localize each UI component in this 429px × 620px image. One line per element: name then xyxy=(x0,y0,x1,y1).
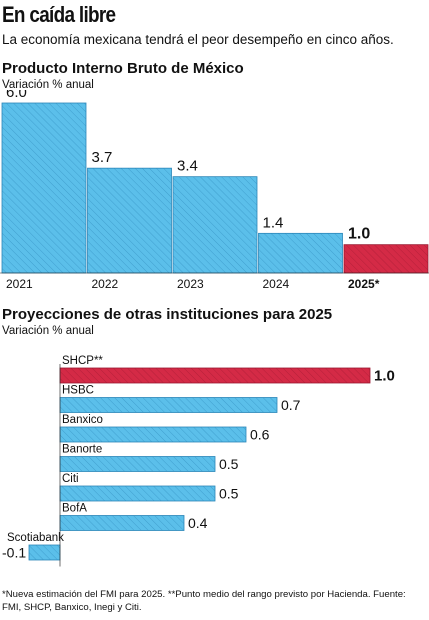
projection-value-label: 1.0 xyxy=(374,368,395,385)
gdp-category-label: 2024 xyxy=(263,277,290,290)
gdp-bar-2022 xyxy=(87,167,172,274)
projection-value-label: -0.1 xyxy=(2,545,26,561)
projection-bar-hsbc xyxy=(59,397,278,413)
footnote: *Nueva estimación del FMI para 2025. **P… xyxy=(2,589,406,613)
projection-value-label: 0.4 xyxy=(188,515,208,531)
page-subtitle: La economía mexicana tendrá el peor dese… xyxy=(2,32,394,47)
page-title: En caída libre xyxy=(2,2,116,27)
projections-chart-title: Proyecciones de otras instituciones para… xyxy=(2,306,333,323)
projections-bar-chart: SHCP** 1.0 HSBC 0.7 Banxico 0.6 Banorte 0.5 Citi… xyxy=(2,355,395,567)
projection-bar-bofa xyxy=(59,515,185,531)
projection-bar-banxico xyxy=(59,426,247,443)
projection-category-label: BofA xyxy=(62,503,87,515)
projection-bar-scotiabank xyxy=(28,544,61,561)
projection-category-label: Citi xyxy=(62,473,79,485)
gdp-bar-2025* xyxy=(343,244,429,274)
projection-bar-shcp xyxy=(59,367,371,384)
gdp-bar-2024 xyxy=(258,232,343,274)
gdp-bar-2023 xyxy=(172,176,258,274)
gdp-bar-2021 xyxy=(1,102,87,274)
projection-bar-citi xyxy=(59,485,216,502)
projection-value-label: 0.5 xyxy=(219,486,239,502)
projection-category-label: Banxico xyxy=(62,414,103,426)
projection-value-label: 0.7 xyxy=(281,397,301,413)
gdp-bar-chart: 6.0 2021 3.7 2022 3.4 2023 1.4 2024 1.0 2025* xyxy=(0,90,429,290)
gdp-category-label: 2021 xyxy=(6,277,33,290)
projection-bar-banorte xyxy=(59,456,216,472)
gdp-category-label: 2025* xyxy=(348,277,380,290)
projection-category-label: HSBC xyxy=(62,385,94,397)
projection-value-label: 0.6 xyxy=(250,427,270,443)
projection-category-label: Scotiabank xyxy=(7,532,64,544)
projections-chart-unit: Variación % anual xyxy=(2,325,94,337)
projection-category-label: SHCP** xyxy=(62,355,103,367)
gdp-value-label: 3.4 xyxy=(177,158,198,175)
gdp-value-label: 1.4 xyxy=(263,214,284,231)
gdp-chart-unit: Variación % anual xyxy=(2,79,94,91)
gdp-value-label: 6.0 xyxy=(6,90,27,101)
gdp-value-label: 3.7 xyxy=(92,149,113,166)
gdp-chart-title: Producto Interno Bruto de México xyxy=(2,60,244,77)
gdp-category-label: 2022 xyxy=(92,277,119,290)
gdp-value-label: 1.0 xyxy=(348,226,370,243)
gdp-category-label: 2023 xyxy=(177,277,204,290)
projection-category-label: Banorte xyxy=(62,444,102,456)
projection-value-label: 0.5 xyxy=(219,456,239,472)
